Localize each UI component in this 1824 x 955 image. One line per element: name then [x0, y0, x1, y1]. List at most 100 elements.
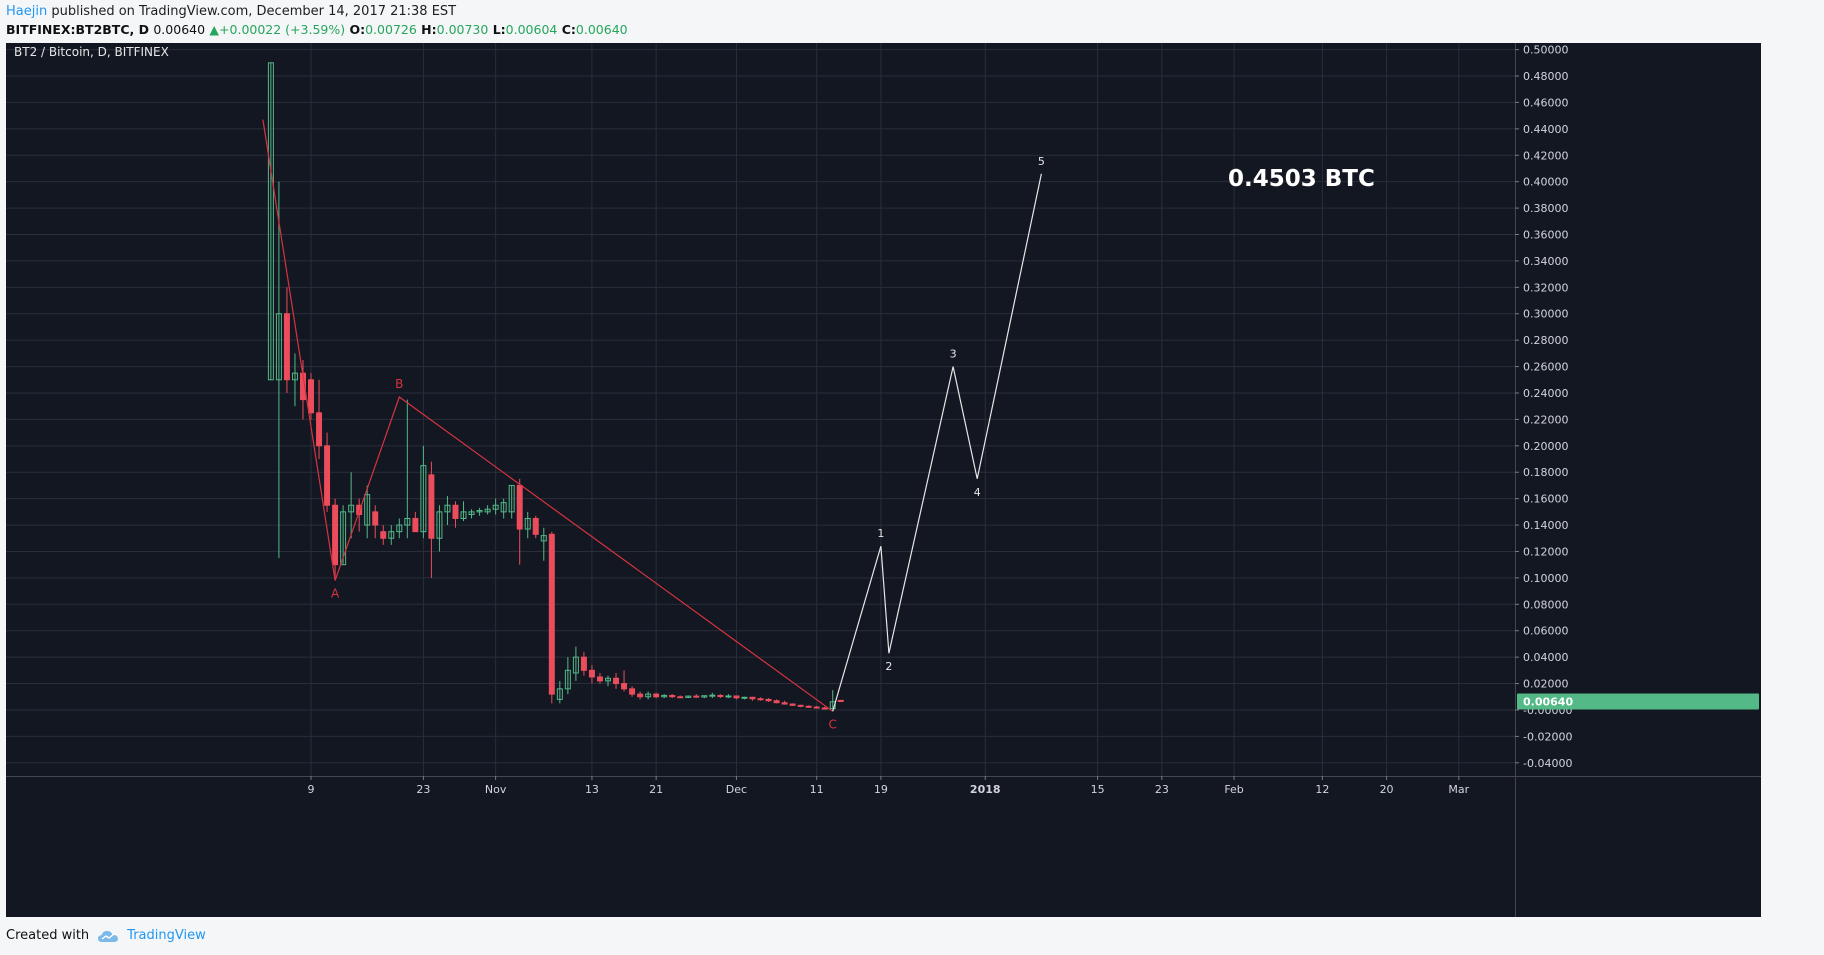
close-value: 0.00640 — [575, 22, 628, 37]
time-axis[interactable]: 9 23 Nov 13 21 Dec 11 19 2018 15 23 Feb 12 20 Mar — [6, 776, 1761, 796]
candle-body — [476, 510, 483, 513]
price-tick-label: 0.38000 — [1523, 202, 1569, 215]
author-link[interactable]: Haejin — [6, 4, 48, 19]
wave-abc-label-B: B — [395, 377, 403, 391]
candle-body — [725, 695, 732, 698]
footer: Created with TradingView — [6, 928, 206, 943]
candle-body — [283, 313, 290, 381]
tradingview-cloud-icon — [98, 930, 119, 942]
candle-body — [291, 372, 298, 381]
candle-body — [797, 704, 804, 707]
price-change: +0.00022 (+3.59%) — [219, 22, 346, 37]
high-label: H: — [421, 22, 437, 37]
open-label: O: — [349, 22, 366, 37]
wave-count-label-2: 2 — [885, 660, 892, 673]
candle-body — [661, 694, 668, 698]
tradingview-link[interactable]: TradingView — [127, 928, 206, 943]
price-tick-label: 0.20000 — [1523, 440, 1569, 453]
wave-count-label-4: 4 — [974, 486, 981, 499]
candle-body — [364, 494, 371, 526]
candle-body — [340, 511, 347, 566]
candle-body — [693, 695, 700, 698]
candle-body — [500, 502, 507, 513]
price-tick-label: 0.44000 — [1523, 123, 1569, 136]
wave-abc: A B C — [262, 119, 837, 731]
candle-body — [332, 504, 339, 566]
candle-body — [372, 511, 379, 526]
candle-body — [396, 524, 403, 533]
candle-body — [548, 533, 555, 695]
price-tick-label: 0.36000 — [1523, 229, 1569, 242]
candle-body — [316, 412, 323, 447]
last-price-badge — [1517, 693, 1759, 710]
candle-body — [669, 694, 676, 698]
candle-body — [637, 693, 644, 698]
price-tick-label: 0.34000 — [1523, 255, 1569, 268]
candle-body — [484, 508, 491, 513]
time-tick-label: Dec — [726, 783, 747, 796]
wave-projection: 1 2 3 4 5 — [832, 155, 1045, 712]
price-tick-label: 0.12000 — [1523, 545, 1569, 558]
quote-bar: BITFINEX:BT2BTC, D 0.00640 ▲+0.00022 (+3… — [6, 22, 628, 37]
candle-body — [388, 531, 395, 539]
candle-body — [267, 62, 274, 381]
candle-body — [404, 517, 411, 526]
price-tick-label: 0.02000 — [1523, 678, 1569, 691]
time-tick-label: 9 — [308, 783, 315, 796]
candle-body — [629, 688, 636, 695]
candle-body — [741, 696, 748, 699]
candle-body — [733, 695, 740, 699]
candle-body — [805, 705, 812, 708]
open-value: 0.00726 — [365, 22, 417, 37]
candle-body — [524, 517, 531, 530]
price-tick-label: 0.04000 — [1523, 651, 1569, 664]
low-value: 0.00604 — [505, 22, 558, 37]
time-tick-label: 23 — [1155, 783, 1169, 796]
candle-body — [605, 677, 611, 682]
time-tick-label: 13 — [585, 783, 599, 796]
time-tick-label: Nov — [485, 783, 507, 796]
candles — [267, 62, 844, 710]
high-value: 0.00730 — [436, 22, 489, 37]
price-tick-label: -0.04000 — [1523, 757, 1572, 770]
candle-body — [468, 511, 475, 515]
price-axis[interactable]: 0.50000 0.48000 0.46000 0.44000 0.42000 0.400… — [1515, 43, 1761, 917]
candle-body — [837, 699, 844, 703]
candle-body — [420, 465, 427, 533]
candle-body — [717, 694, 724, 697]
candle-body — [460, 511, 467, 519]
candle-body — [685, 695, 692, 698]
price-tick-label: 0.10000 — [1523, 572, 1569, 585]
candle-body — [829, 701, 836, 710]
wave-count-line — [832, 173, 1042, 712]
time-tick-label: 23 — [416, 783, 430, 796]
candle-body — [709, 694, 716, 697]
candle-body — [821, 707, 828, 710]
wave-count-label-3: 3 — [950, 348, 957, 361]
wave-abc-label-C: C — [829, 717, 837, 731]
publish-info: Haejin published on TradingView.com, Dec… — [6, 4, 456, 19]
price-tick-label: -0.02000 — [1523, 730, 1572, 743]
candle-body — [436, 511, 443, 539]
low-label: L: — [492, 22, 506, 37]
candle-body — [556, 688, 563, 700]
time-tick-label: 2018 — [970, 783, 1001, 796]
candle-body — [773, 700, 780, 704]
wave-count-label-5: 5 — [1038, 155, 1045, 168]
price-tick-label: 0.18000 — [1523, 466, 1569, 479]
symbol-label: BITFINEX:BT2BTC, D — [6, 22, 149, 37]
candle-body — [580, 656, 587, 671]
time-tick-label: 15 — [1091, 783, 1105, 796]
time-tick-label: 21 — [649, 783, 663, 796]
created-with-text: Created with — [6, 928, 90, 943]
price-tick-label: 0.16000 — [1523, 493, 1569, 506]
price-tick-label: 0.22000 — [1523, 413, 1569, 426]
price-axis-background — [1515, 43, 1761, 917]
publish-text: published on TradingView.com, December 1… — [51, 4, 457, 19]
candle-body — [621, 683, 628, 690]
candle-body — [677, 696, 684, 699]
candle-body — [380, 531, 387, 539]
candle-body — [444, 504, 451, 513]
price-tick-label: 0.14000 — [1523, 519, 1569, 532]
